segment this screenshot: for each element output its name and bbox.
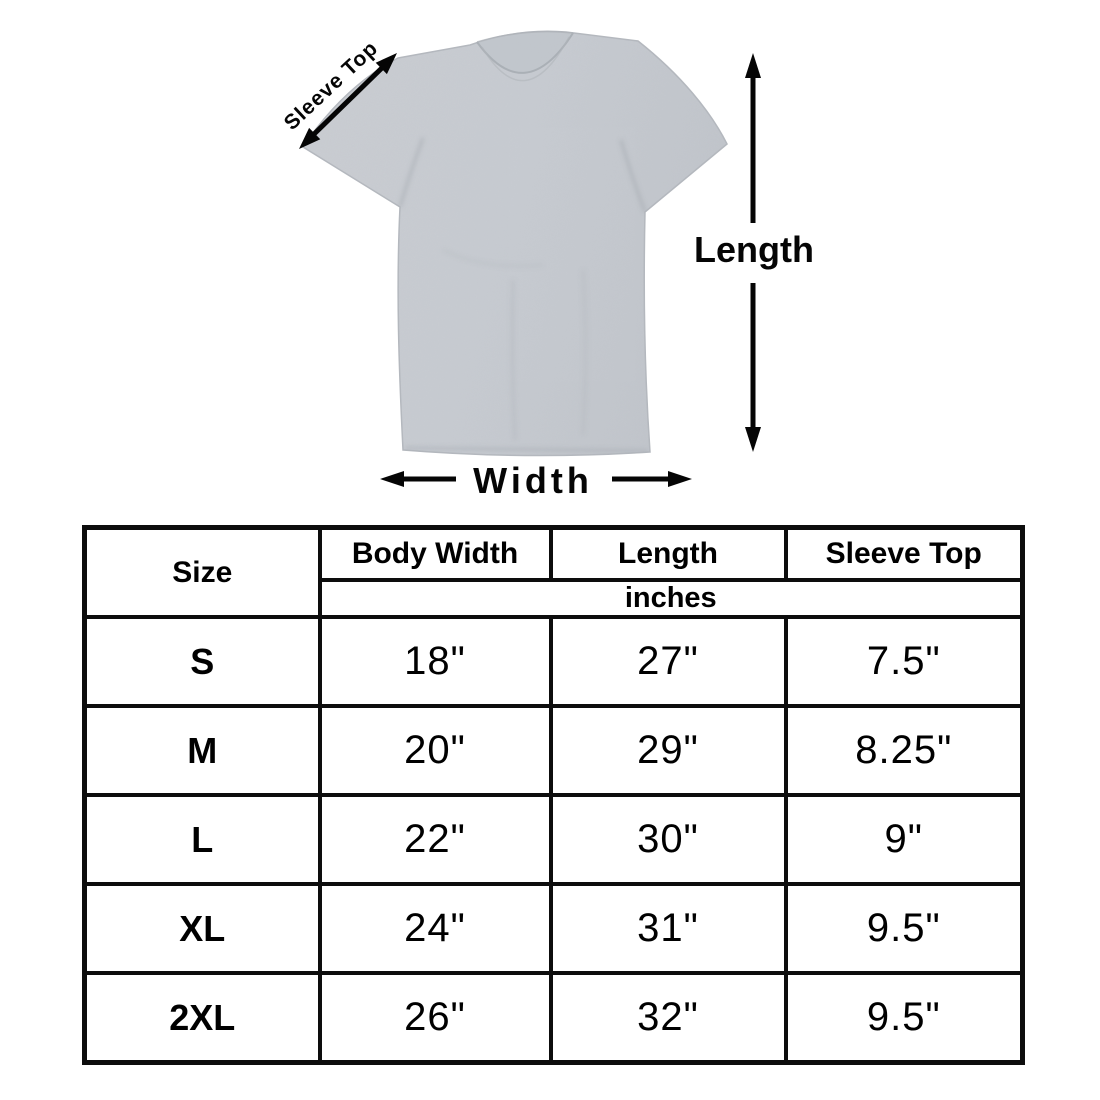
length-cell: 31" (548, 882, 788, 975)
sleeve-top-cell: 9.5" (783, 971, 1025, 1065)
table-row: S 18" 27" 7.5" (82, 615, 1025, 708)
size-cell: L (82, 793, 322, 886)
body-width-cell: 20" (317, 704, 553, 797)
sleeve-top-cell: 7.5" (783, 615, 1025, 708)
size-cell: XL (82, 882, 322, 975)
size-cell: S (82, 615, 322, 708)
header-size: Size (82, 525, 322, 619)
unit-cell: inches (317, 578, 1025, 619)
sleeve-top-arrow-icon (299, 53, 397, 149)
width-arrow-icon (380, 471, 692, 487)
table-row: M 20" 29" 8.25" (82, 704, 1025, 797)
header-sleeve-top: Sleeve Top (783, 525, 1025, 582)
table-row: 2XL 26" 32" 9.5" (82, 971, 1025, 1065)
length-cell: 32" (548, 971, 788, 1065)
size-cell: M (82, 704, 322, 797)
table-row: L 22" 30" 9" (82, 793, 1025, 886)
length-label: Length (694, 229, 814, 270)
header-length: Length (548, 525, 788, 582)
tshirt-collar (476, 30, 574, 82)
width-label: Width (473, 460, 593, 501)
table-header-row: Size Body Width Length Sleeve Top (82, 525, 1025, 619)
length-cell: 27" (548, 615, 788, 708)
body-width-cell: 24" (317, 882, 553, 975)
size-chart-table: Size Body Width Length Sleeve Top inches… (82, 525, 1025, 1065)
body-width-cell: 18" (317, 615, 553, 708)
sleeve-top-cell: 9.5" (783, 882, 1025, 975)
body-width-cell: 26" (317, 971, 553, 1065)
table-unit-row: inches (85, 578, 1025, 619)
header-body-width: Body Width (317, 525, 553, 582)
sleeve-top-cell: 9" (783, 793, 1025, 886)
length-cell: 29" (548, 704, 788, 797)
tshirt-image (301, 30, 728, 457)
body-width-cell: 22" (317, 793, 553, 886)
sleeve-top-cell: 8.25" (783, 704, 1025, 797)
size-cell: 2XL (82, 971, 322, 1065)
length-arrow-icon (745, 53, 761, 452)
length-cell: 30" (548, 793, 788, 886)
table-row: XL 24" 31" 9.5" (82, 882, 1025, 975)
